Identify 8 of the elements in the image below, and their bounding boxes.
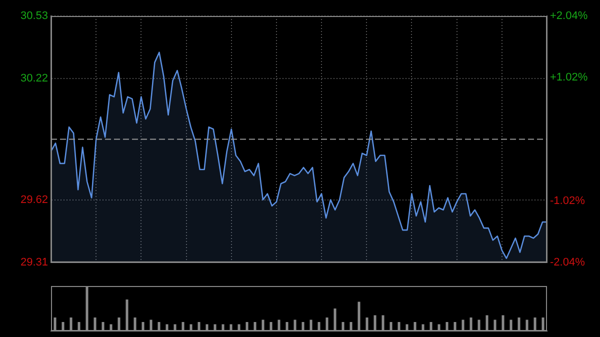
y-tick-label: 29.31 [20, 256, 48, 268]
y-tick-label: 30.22 [20, 72, 48, 85]
y2-tick-label: -2.04% [550, 256, 586, 268]
y2-tick-label: +1.02% [550, 72, 588, 84]
y2-tick-label: -1.02% [550, 194, 586, 207]
y-tick-label: 29.62 [20, 194, 48, 206]
y2-tick-label: +2.04% [550, 10, 588, 22]
y-tick-label: 30.53 [20, 10, 48, 22]
